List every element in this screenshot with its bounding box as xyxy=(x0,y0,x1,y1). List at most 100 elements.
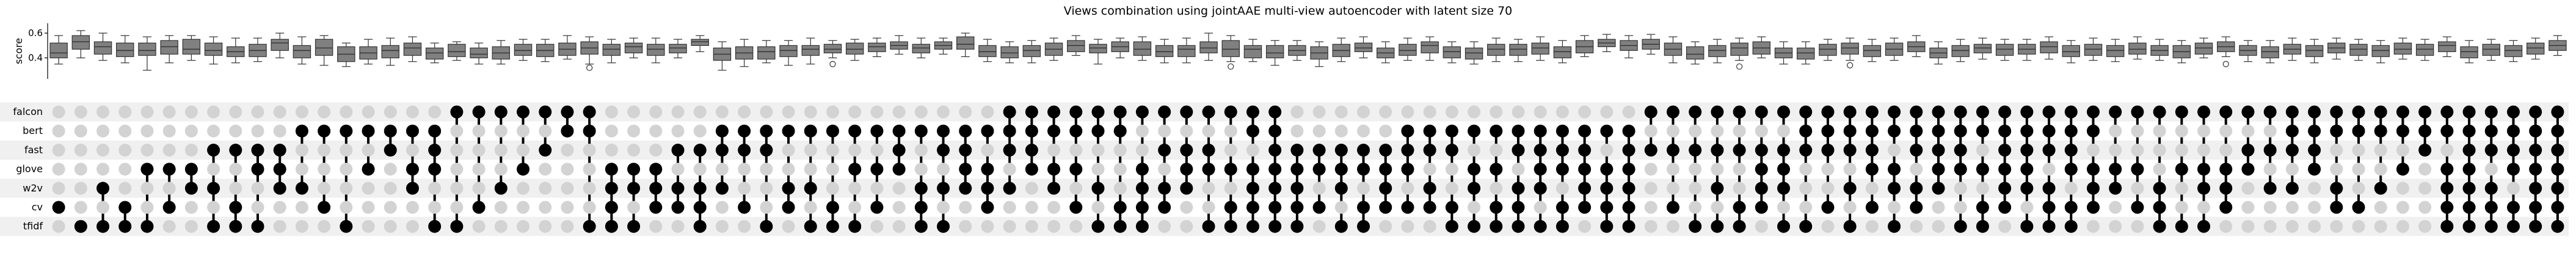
box-iqr xyxy=(2526,42,2545,55)
box-iqr xyxy=(1509,43,1527,56)
membership-dot-inactive xyxy=(738,182,751,195)
membership-dot-active xyxy=(892,143,906,157)
membership-dot-active xyxy=(959,124,972,138)
membership-dot-inactive xyxy=(1334,201,1348,214)
membership-dot-inactive xyxy=(1512,105,1525,119)
membership-dot-inactive xyxy=(1401,220,1414,233)
boxplot xyxy=(359,39,377,65)
membership-dot-inactive xyxy=(2042,163,2056,176)
box-iqr xyxy=(2194,42,2213,55)
box-iqr xyxy=(647,43,665,56)
matrix-column xyxy=(1821,105,1835,233)
membership-dot-inactive xyxy=(693,105,707,119)
membership-dot-inactive xyxy=(1379,220,1392,233)
membership-dot-inactive xyxy=(2484,163,2498,176)
membership-dot-inactive xyxy=(870,182,884,195)
membership-dot-active xyxy=(561,124,574,138)
membership-dot-active xyxy=(1799,220,1813,233)
membership-dot-active xyxy=(2131,105,2144,119)
membership-dot-inactive xyxy=(2064,182,2078,195)
membership-dot-inactive xyxy=(318,105,331,119)
membership-dot-active xyxy=(2131,163,2144,176)
membership-dot-inactive xyxy=(649,143,663,157)
membership-dot-active xyxy=(1932,105,1945,119)
boxplot xyxy=(2172,40,2191,64)
membership-dot-active xyxy=(2551,163,2564,176)
membership-dot-active xyxy=(273,143,286,157)
membership-dot-active xyxy=(1180,105,1193,119)
matrix-column xyxy=(340,105,353,233)
boxplot xyxy=(1022,40,1041,64)
matrix-column xyxy=(2175,105,2188,233)
membership-dot-inactive xyxy=(870,220,884,233)
membership-dot-inactive xyxy=(1202,182,1215,195)
membership-dot-active xyxy=(937,143,950,157)
boxplot xyxy=(425,42,444,64)
matrix-column xyxy=(2396,105,2409,233)
membership-dot-active xyxy=(1512,201,1525,214)
membership-dot-inactive xyxy=(52,105,65,119)
outlier-point xyxy=(2222,61,2229,67)
membership-dot-active xyxy=(1976,105,1989,119)
membership-dot-active xyxy=(2462,201,2476,214)
matrix-column xyxy=(229,105,242,233)
membership-dot-inactive xyxy=(2330,143,2343,157)
membership-dot-active xyxy=(1910,201,1923,214)
membership-dot-inactive xyxy=(1600,143,1614,157)
membership-dot-active xyxy=(671,201,685,214)
membership-dot-active xyxy=(2064,163,2078,176)
boxplot xyxy=(138,36,156,71)
membership-dot-inactive xyxy=(1069,220,1083,233)
membership-dot-active xyxy=(1555,220,1569,233)
boxplot xyxy=(1907,35,1926,57)
membership-dot-active xyxy=(1865,105,1879,119)
membership-dot-active xyxy=(2197,220,2211,233)
membership-dot-active xyxy=(1777,182,1791,195)
membership-dot-inactive xyxy=(1799,201,1813,214)
membership-dot-active xyxy=(2042,182,2056,195)
matrix-column xyxy=(52,105,65,233)
set-label-cv: cv xyxy=(32,201,43,213)
boxplot xyxy=(2504,40,2523,62)
box-iqr xyxy=(160,40,178,55)
membership-dot-active xyxy=(1799,143,1813,157)
matrix-column xyxy=(1910,105,1923,233)
boxplot xyxy=(1774,41,1793,65)
boxplot xyxy=(1752,36,1771,59)
membership-dot-active xyxy=(2197,182,2211,195)
membership-dot-inactive xyxy=(1180,124,1193,138)
membership-dot-inactive xyxy=(1799,163,1813,176)
membership-dot-inactive xyxy=(118,143,132,157)
membership-dot-inactive xyxy=(1423,163,1436,176)
membership-dot-inactive xyxy=(1091,163,1105,176)
membership-dot-inactive xyxy=(472,182,486,195)
membership-dot-active xyxy=(1025,124,1038,138)
box-iqr xyxy=(1022,45,1041,57)
matrix-column xyxy=(2374,105,2387,233)
membership-dot-inactive xyxy=(1202,124,1215,138)
boxplot xyxy=(1177,37,1196,64)
membership-dot-active xyxy=(96,182,110,195)
membership-dot-active xyxy=(1224,220,1237,233)
membership-dot-active xyxy=(2263,182,2277,195)
membership-dot-active xyxy=(162,163,176,176)
membership-dot-inactive xyxy=(2285,163,2299,176)
membership-dot-active xyxy=(1910,182,1923,195)
matrix-column xyxy=(892,105,906,233)
membership-dot-active xyxy=(804,124,817,138)
boxplot xyxy=(1243,39,1262,62)
membership-dot-active xyxy=(1047,163,1061,176)
membership-dot-active xyxy=(2308,105,2321,119)
membership-dot-active xyxy=(1600,163,1614,176)
membership-dot-inactive xyxy=(2175,201,2188,214)
membership-dot-inactive xyxy=(760,182,773,195)
membership-dot-active xyxy=(1334,220,1348,233)
matrix-column xyxy=(1069,105,1083,233)
membership-dot-active xyxy=(494,182,508,195)
membership-dot-inactive xyxy=(118,124,132,138)
membership-dot-active xyxy=(981,124,994,138)
membership-dot-active xyxy=(627,163,641,176)
membership-dot-inactive xyxy=(1357,105,1370,119)
matrix-column xyxy=(162,105,176,233)
membership-dot-inactive xyxy=(1047,143,1061,157)
